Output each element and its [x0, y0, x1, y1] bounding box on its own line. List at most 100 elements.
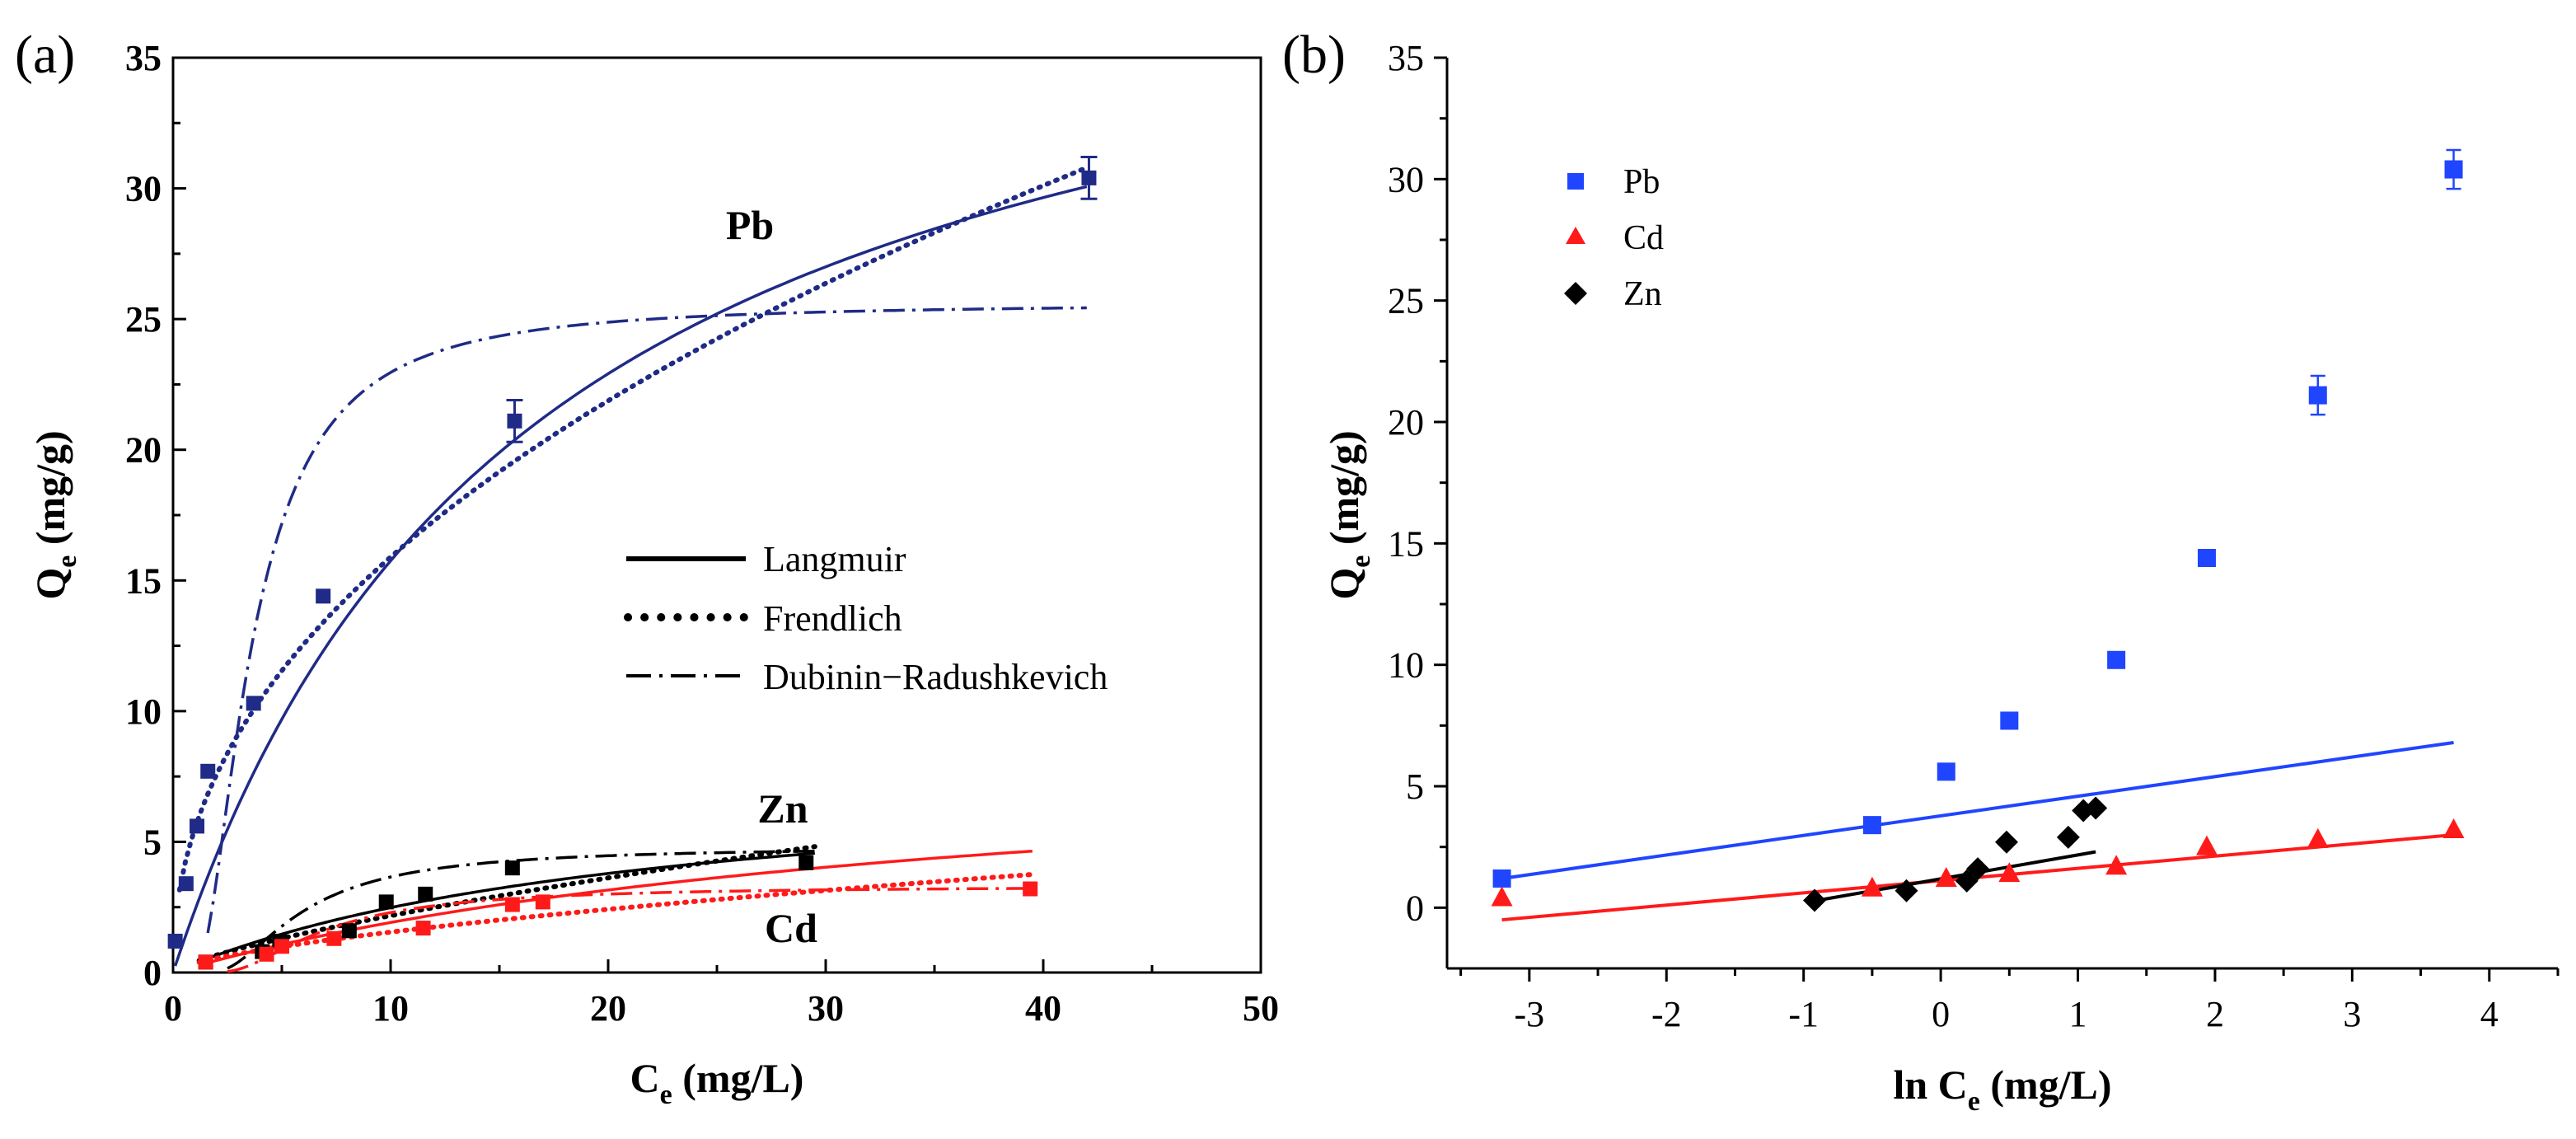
data-point-cd: [274, 939, 289, 954]
data-point-cd: [259, 946, 274, 962]
panel-b-label: (b): [1282, 25, 1346, 85]
y-tick-label-a: 15: [125, 560, 162, 601]
data-point-zn: [504, 860, 520, 876]
panel-a-y-axis-title: Qe (mg/g): [27, 430, 82, 599]
y-tick-label-b: 35: [1388, 38, 1424, 78]
data-point-zn: [378, 894, 394, 910]
panel-a-frame: [171, 56, 1262, 974]
y-tick-label-b: 15: [1388, 523, 1424, 564]
legend-zn-marker: [1564, 282, 1587, 305]
x-title-b-main: ln C: [1893, 1062, 1967, 1108]
data-point-b-cd: [1998, 862, 2021, 883]
x-title-a-main: C: [630, 1055, 660, 1101]
data-point-pb: [246, 696, 261, 711]
x-title-b-sub: e: [1968, 1086, 1980, 1117]
panel-b-data-points: [1491, 148, 2465, 912]
fit-curve-cd-dubinin-radushkevich: [227, 887, 1033, 973]
x-tick-label-a: 40: [1025, 988, 1061, 1029]
fit-curve-zn-frendlich: [196, 844, 817, 963]
data-point-b-cd: [2443, 818, 2465, 839]
data-point-b-cd: [2307, 827, 2329, 848]
y-title-b-unit: (mg/g): [1321, 430, 1367, 555]
fit-curve-pb-frendlich: [176, 165, 1089, 893]
data-point-pb: [1081, 170, 1097, 185]
y-tick-label-b: 10: [1388, 645, 1424, 686]
x-title-a-sub: e: [660, 1080, 672, 1110]
x-tick-label-a: 20: [590, 988, 626, 1029]
data-point-b-zn: [1803, 888, 1827, 912]
fit-curve-pb-dubinin-radushkevich: [206, 306, 1087, 934]
data-point-b-pb: [1492, 869, 1511, 888]
panel-b-fit-lines: [1501, 740, 2454, 922]
data-point-pb: [200, 763, 216, 779]
y-title-b-main: Q: [1321, 568, 1367, 600]
data-point-cd: [504, 897, 520, 912]
legend-pb-label: Pb: [1623, 163, 1660, 201]
annotation-cd: Cd: [765, 905, 817, 951]
x-tick-label-b: -2: [1651, 994, 1682, 1034]
x-tick-label-b: 3: [2343, 994, 2361, 1034]
x-tick-label-a: 10: [372, 988, 409, 1029]
panel-b-y-axis-title: Qe (mg/g): [1321, 430, 1376, 599]
x-tick-label-b: -3: [1515, 994, 1545, 1034]
legend-zn-label: Zn: [1623, 275, 1662, 313]
annotation-zn: Zn: [757, 785, 808, 832]
fit-curve-cd-frendlich: [196, 872, 1035, 965]
legend-langmuir-label: Langmuir: [763, 539, 906, 579]
y-tick-label-a: 35: [125, 38, 162, 78]
y-tick-label-a: 5: [143, 822, 162, 862]
data-point-b-cd: [1861, 876, 1883, 897]
svg-text:Ce (mg/L): Ce (mg/L): [630, 1055, 804, 1110]
y-tick-label-b: 30: [1388, 159, 1424, 199]
data-point-b-pb: [1862, 816, 1881, 835]
data-point-pb: [316, 588, 331, 604]
y-tick-label-a: 25: [125, 299, 162, 340]
data-point-zn: [418, 886, 433, 902]
fit-curve-pb-langmuir: [173, 185, 1088, 967]
panel-a-data-points: [167, 156, 1098, 970]
x-title-b-unit: (mg/L): [1980, 1062, 2112, 1108]
data-point-b-zn: [2084, 796, 2108, 820]
fit-curve-zn-langmuir: [199, 851, 815, 963]
y-title-b-sub: e: [1346, 555, 1376, 568]
x-tick-label-b: 0: [1932, 994, 1950, 1034]
x-tick-label-b: 1: [2069, 994, 2087, 1034]
panel-b-axes: -3 -2 -1 0 1 2 3 4 0 5 10 15 20 25 30 35: [1388, 38, 2560, 1034]
fit-curve-zn-dubinin-radushkevich: [227, 850, 815, 970]
y-tick-label-a: 10: [125, 691, 162, 732]
panel-a-label: (a): [15, 25, 75, 85]
data-point-b-cd: [1491, 886, 1513, 907]
x-tick-label-a: 0: [164, 988, 182, 1029]
data-point-cd: [1023, 881, 1038, 897]
fit-line-pb-linear: [1501, 740, 2454, 880]
data-point-pb: [167, 933, 183, 949]
panel-a-x-axis-title: Ce (mg/L): [630, 1055, 804, 1110]
svg-text:Qe (mg/g): Qe (mg/g): [27, 430, 82, 599]
panel-b-legend: Pb Cd Zn: [1564, 163, 1664, 313]
y-title-a-main: Q: [27, 568, 73, 600]
y-tick-label-b: 5: [1406, 766, 1424, 807]
fit-line-zn-linear: [1816, 850, 2096, 902]
data-point-cd: [198, 954, 213, 970]
panel-a: (a) 0 10 20 30 40 50 0 5 10 15 20 25 30 35 Pb Zn Cd L…: [15, 25, 1279, 1110]
panel-a-axes: 0 10 20 30 40 50 0 5 10 15 20 25 30 35: [125, 38, 1279, 1029]
legend-cd-label: Cd: [1623, 219, 1664, 257]
data-point-pb: [178, 876, 194, 892]
data-point-zn: [341, 923, 357, 939]
x-tick-label-a: 50: [1243, 988, 1279, 1029]
panel-b: (b) -3 -2 -1 0 1 2 3 4 0 5 10 15 20 25 30 35 Pb Cd Zn l…: [1282, 25, 2560, 1117]
y-tick-label-b: 20: [1388, 402, 1424, 443]
x-tick-label-b: 4: [2480, 994, 2499, 1034]
panel-b-x-axis-title: ln Ce (mg/L): [1893, 1062, 2111, 1117]
x-title-a-unit: (mg/L): [672, 1055, 804, 1101]
y-title-a-unit: (mg/g): [27, 430, 73, 555]
data-point-b-cd: [2195, 835, 2218, 855]
data-point-cd: [326, 930, 342, 946]
data-point-b-cd: [1935, 866, 1957, 887]
data-point-b-pb: [1937, 762, 1955, 781]
data-point-cd: [535, 894, 550, 910]
y-title-a-sub: e: [52, 555, 82, 568]
legend-frendlich-label: Frendlich: [763, 598, 902, 639]
